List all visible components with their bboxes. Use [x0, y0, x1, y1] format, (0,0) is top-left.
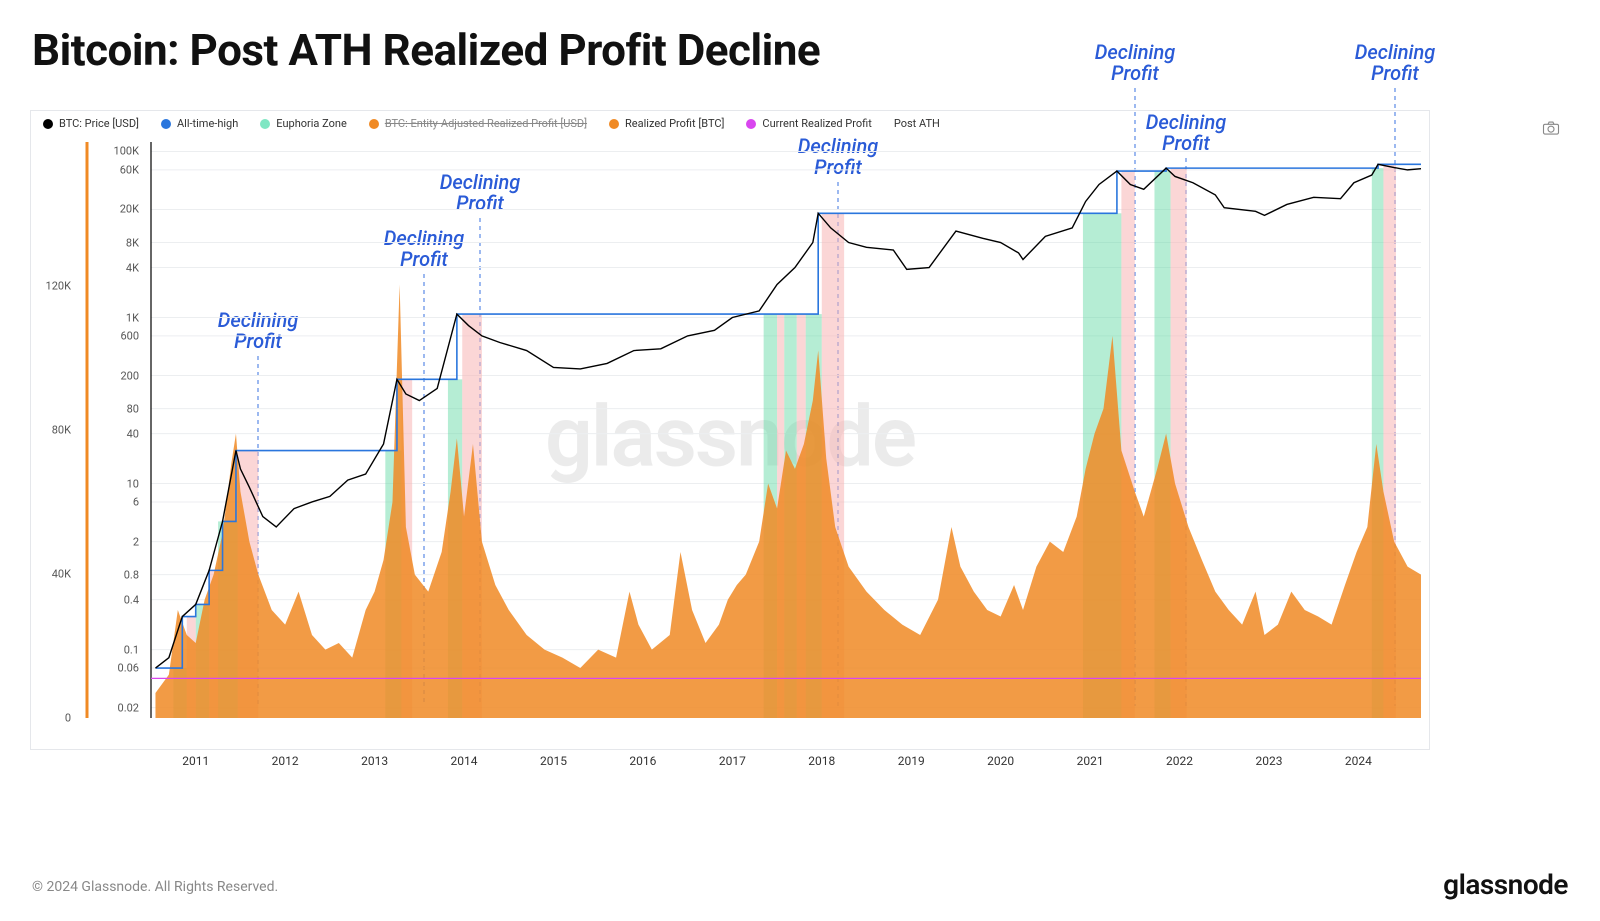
legend: BTC: Price [USD] All-time-high Euphoria Zo… — [31, 111, 1429, 136]
legend-item[interactable]: Current Realized Profit — [746, 117, 871, 130]
y-right-tick: 10 — [99, 477, 139, 490]
y-right-tick: 20K — [99, 203, 139, 216]
y-left-tick: 40K — [31, 568, 71, 581]
legend-item[interactable]: All-time-high — [161, 117, 238, 130]
legend-item[interactable]: BTC: Price [USD] — [43, 117, 139, 130]
y-right-tick: 100K — [99, 145, 139, 158]
y-right-tick: 0.06 — [99, 662, 139, 675]
x-tick: 2016 — [629, 754, 656, 768]
declining-profit-annotation: DecliningProfit — [1080, 42, 1190, 84]
y-right-tick: 1K — [99, 311, 139, 324]
y-right-tick: 8K — [99, 236, 139, 249]
y-right-tick: 4K — [99, 261, 139, 274]
declining-profit-annotation: DecliningProfit — [1340, 42, 1450, 84]
y-right-tick: 80 — [99, 402, 139, 415]
y-right-tick: 0.4 — [99, 593, 139, 606]
y-right-tick: 2 — [99, 535, 139, 548]
x-tick: 2022 — [1166, 754, 1193, 768]
x-tick: 2024 — [1345, 754, 1372, 768]
y-right-tick: 0.8 — [99, 568, 139, 581]
x-tick: 2019 — [898, 754, 925, 768]
y-right-tick: 60K — [99, 163, 139, 176]
y-right-tick: 40 — [99, 427, 139, 440]
plot-area: glassnode 0.020.060.10.40.82610408020060… — [31, 136, 1429, 748]
y-right-tick: 0.02 — [99, 701, 139, 714]
y-left-tick: 0 — [31, 712, 71, 725]
y-left-tick: 120K — [31, 280, 71, 293]
chart-container: Bitcoin: Post ATH Realized Profit Declin… — [0, 0, 1600, 921]
legend-item[interactable]: Post ATH — [894, 117, 940, 130]
x-tick: 2021 — [1077, 754, 1104, 768]
x-tick: 2015 — [540, 754, 567, 768]
chart-panel: BTC: Price [USD] All-time-high Euphoria Zo… — [30, 110, 1430, 750]
x-tick: 2014 — [451, 754, 478, 768]
x-tick: 2013 — [361, 754, 388, 768]
legend-item[interactable]: BTC: Entity-Adjusted Realized Profit [US… — [369, 117, 587, 130]
chart-title: Bitcoin: Post ATH Realized Profit Declin… — [32, 24, 820, 76]
screenshot-icon[interactable] — [1542, 120, 1560, 140]
x-tick: 2023 — [1255, 754, 1282, 768]
legend-item[interactable]: Realized Profit [BTC] — [609, 117, 724, 130]
y-left-tick: 80K — [31, 424, 71, 437]
x-tick: 2012 — [272, 754, 299, 768]
x-tick: 2011 — [182, 754, 209, 768]
y-right-tick: 600 — [99, 329, 139, 342]
x-tick: 2020 — [987, 754, 1014, 768]
x-tick: 2018 — [808, 754, 835, 768]
legend-item[interactable]: Euphoria Zone — [260, 117, 347, 130]
x-tick: 2017 — [719, 754, 746, 768]
y-right-tick: 0.1 — [99, 643, 139, 656]
y-right-tick: 200 — [99, 369, 139, 382]
brand-logo: glassnode — [1443, 868, 1568, 901]
copyright: © 2024 Glassnode. All Rights Reserved. — [32, 879, 278, 895]
y-right-tick: 6 — [99, 495, 139, 508]
